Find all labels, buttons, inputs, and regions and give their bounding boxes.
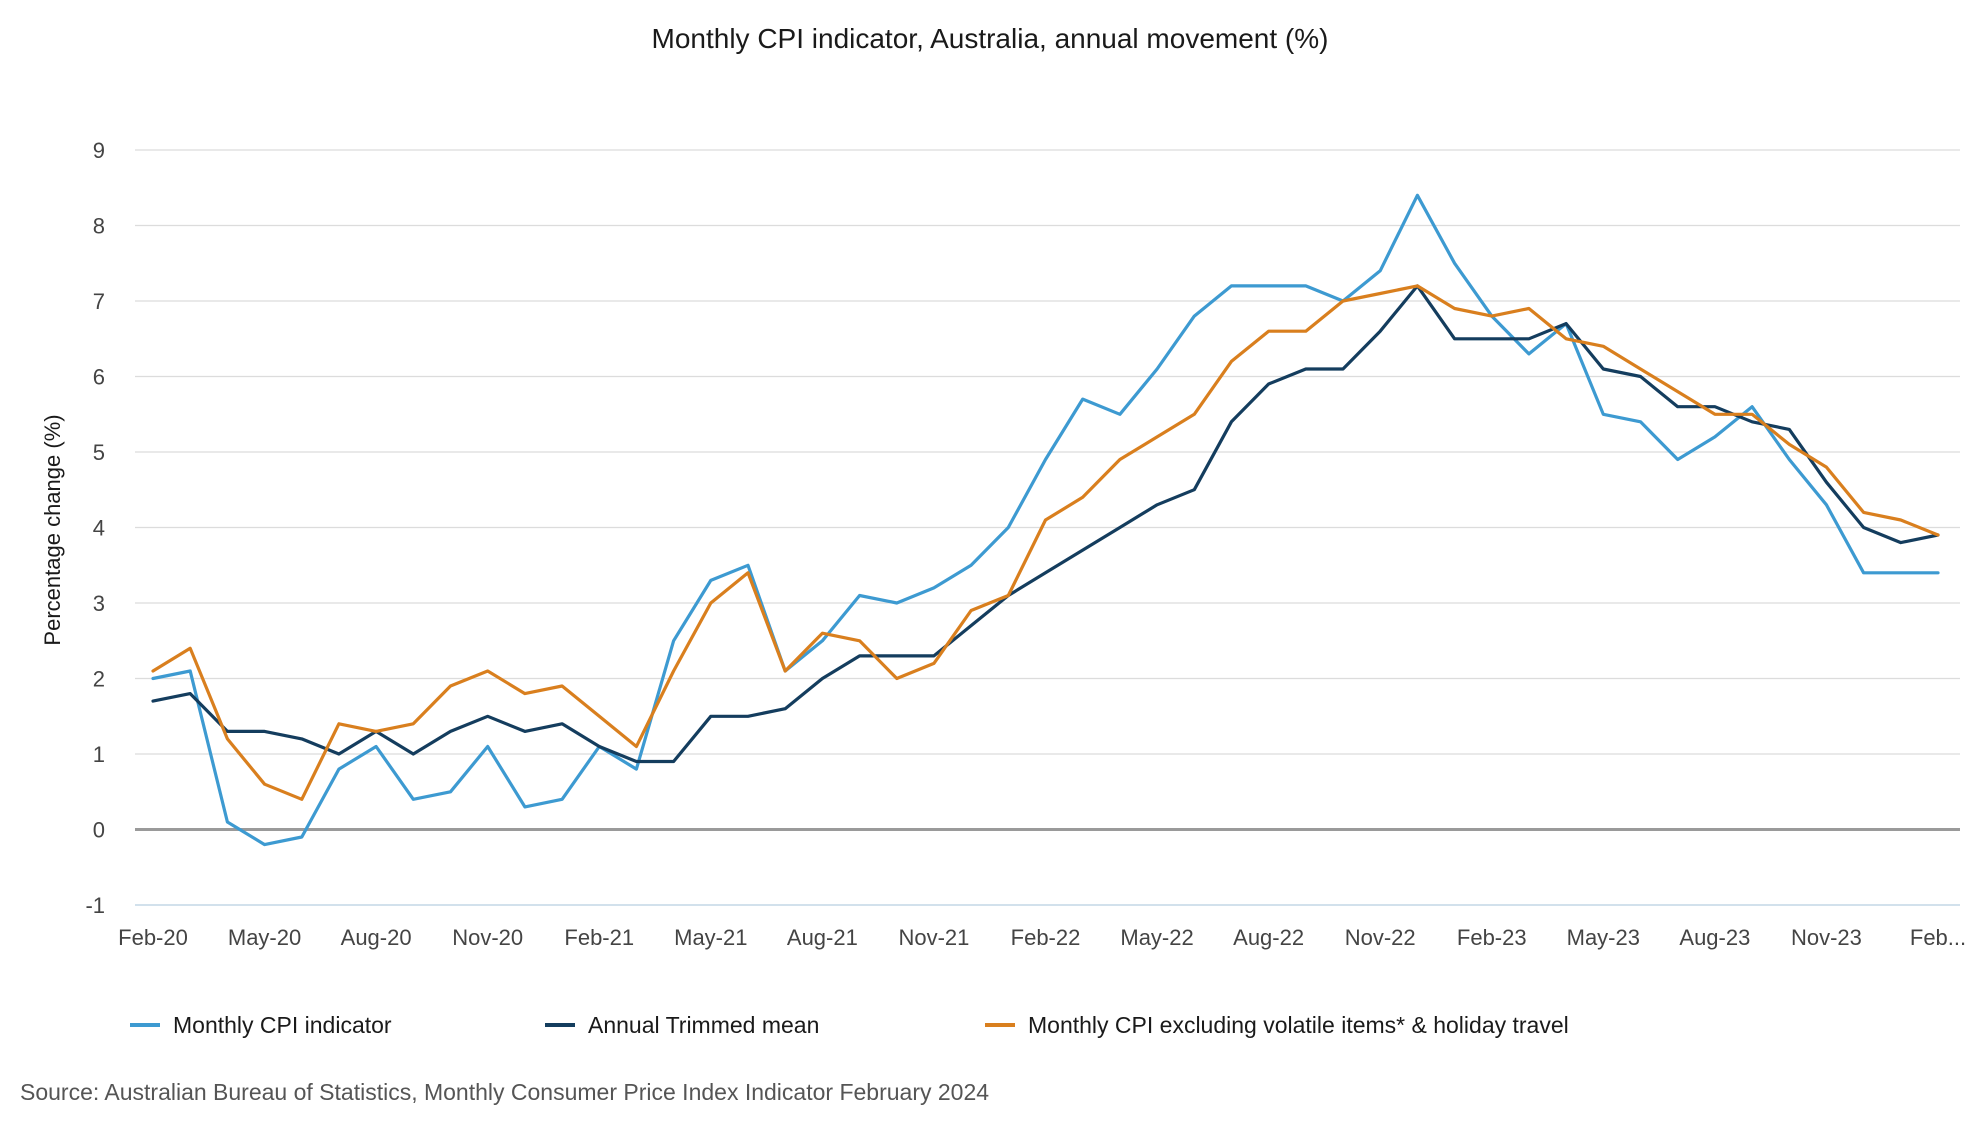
y-axis-label: Percentage change (%) — [40, 414, 65, 645]
x-tick-label: Aug-23 — [1679, 925, 1750, 950]
legend-label: Monthly CPI indicator — [173, 1012, 392, 1038]
x-tick-label: Feb-20 — [118, 925, 188, 950]
x-tick-label: May-21 — [674, 925, 747, 950]
y-tick-label: 5 — [93, 440, 105, 465]
x-tick-label: Aug-22 — [1233, 925, 1304, 950]
legend-item-1: Monthly CPI indicator — [130, 1012, 392, 1038]
legend: Monthly CPI indicator Annual Trimmed mean… — [130, 1012, 1569, 1038]
y-tick-label: 6 — [93, 365, 105, 390]
x-tick-label: Feb... — [1910, 925, 1966, 950]
y-tick-labels: -1 0 1 2 3 4 5 6 7 8 9 — [85, 138, 105, 918]
y-tick-label: 0 — [93, 818, 105, 843]
x-tick-label: May-22 — [1120, 925, 1193, 950]
x-tick-label: Aug-21 — [787, 925, 858, 950]
y-tick-label: 8 — [93, 214, 105, 239]
legend-item-2: Annual Trimmed mean — [545, 1012, 819, 1038]
x-tick-label: May-20 — [228, 925, 301, 950]
series-line-3 — [151, 284, 1940, 801]
x-tick-label: Nov-21 — [898, 925, 969, 950]
y-tick-label: 1 — [93, 742, 105, 767]
x-tick-label: May-23 — [1567, 925, 1640, 950]
legend-label: Monthly CPI excluding volatile items* & … — [1028, 1012, 1569, 1038]
chart-title: Monthly CPI indicator, Australia, annual… — [652, 23, 1329, 54]
x-tick-label: Feb-22 — [1011, 925, 1081, 950]
gridlines — [135, 149, 1960, 906]
x-tick-label: Nov-23 — [1791, 925, 1862, 950]
x-tick-label: Feb-23 — [1457, 925, 1527, 950]
x-tick-label: Feb-21 — [564, 925, 634, 950]
y-tick-label: 2 — [93, 667, 105, 692]
x-tick-label: Nov-22 — [1345, 925, 1416, 950]
legend-label: Annual Trimmed mean — [588, 1012, 819, 1038]
series-lines — [151, 193, 1940, 847]
y-tick-label: -1 — [85, 893, 105, 918]
y-tick-label: 3 — [93, 591, 105, 616]
x-tick-labels: Feb-20 May-20 Aug-20 Nov-20 Feb-21 May-21 Aug-… — [118, 925, 1966, 950]
legend-item-3: Monthly CPI excluding volatile items* & … — [985, 1012, 1569, 1038]
x-tick-label: Nov-20 — [452, 925, 523, 950]
x-tick-label: Aug-20 — [341, 925, 412, 950]
series-line-1 — [151, 193, 1940, 847]
series-line-2 — [151, 284, 1940, 764]
y-tick-label: 7 — [93, 289, 105, 314]
y-tick-label: 9 — [93, 138, 105, 163]
y-tick-label: 4 — [93, 516, 105, 541]
source-note: Source: Australian Bureau of Statistics,… — [20, 1079, 989, 1105]
